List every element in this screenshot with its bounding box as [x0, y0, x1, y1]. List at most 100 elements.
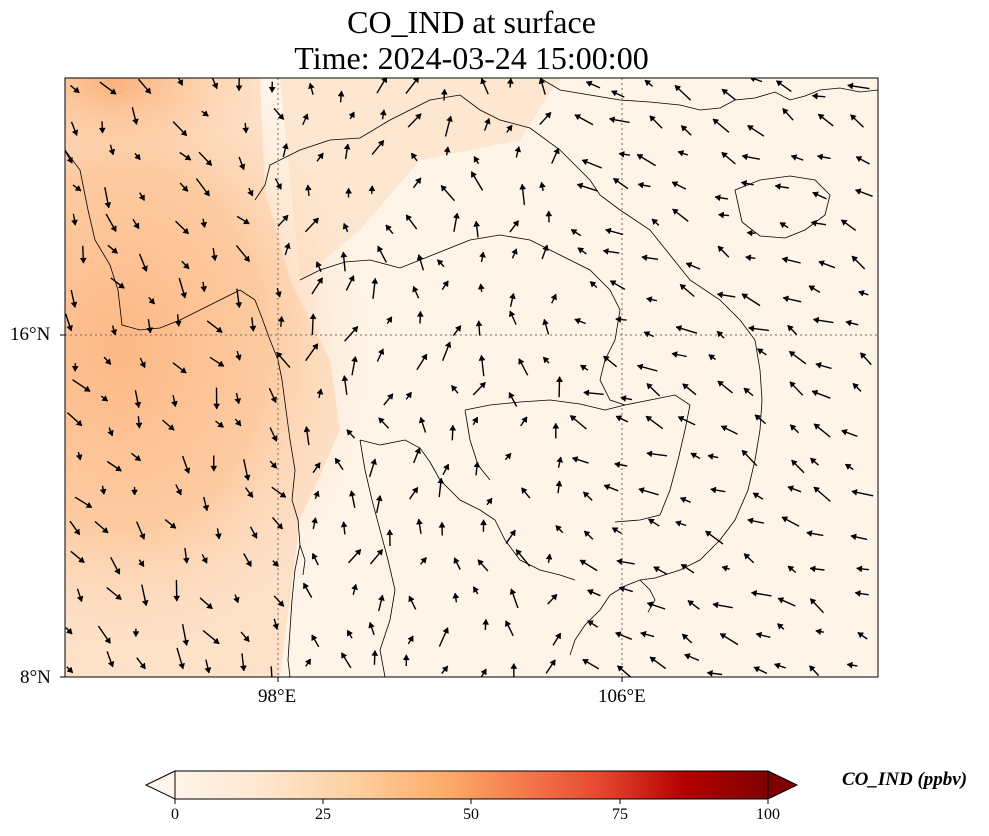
- lat-label-8N: 8°N: [20, 667, 51, 688]
- wind-arrow-head: [107, 660, 115, 668]
- wind-arrow-head: [616, 558, 623, 566]
- wind-arrow-head: [708, 354, 716, 361]
- wind-arrow-head: [672, 208, 679, 216]
- wind-arrow-head: [83, 385, 91, 392]
- wind-arrow-head: [132, 118, 139, 125]
- wind-arrow-head: [721, 152, 728, 159]
- wind-arrow-head: [555, 525, 562, 532]
- wind-arrow-head: [440, 185, 448, 192]
- wind-arrow-head: [816, 153, 824, 161]
- wind-arrow-head: [73, 86, 80, 94]
- wind-arrow-head: [205, 159, 213, 166]
- wind-arrow-head: [304, 184, 312, 191]
- wind-arrow-head: [741, 153, 748, 161]
- wind-arrow-head: [141, 265, 148, 272]
- wind-arrow-head: [506, 124, 513, 132]
- lon-label-106E: 106°E: [598, 686, 646, 707]
- co-plume-north: [280, 78, 560, 280]
- wind-arrow-head: [180, 292, 187, 299]
- wind-arrow-head: [348, 275, 355, 282]
- wind-arrow-head: [480, 519, 487, 526]
- wind-arrow-head: [847, 82, 854, 90]
- wind-arrow-head: [845, 463, 852, 471]
- wind-arrow-head: [774, 183, 781, 191]
- wind-arrow-head: [416, 254, 424, 261]
- wind-arrow-head: [679, 496, 687, 504]
- wind-arrow-head: [146, 327, 154, 334]
- wind-arrow-head: [741, 449, 749, 457]
- wind-arrow-head: [211, 82, 219, 90]
- wind-arrow-head: [556, 456, 564, 463]
- wind-arrow-head: [646, 601, 654, 608]
- wind-arrow-head: [407, 635, 414, 643]
- wind-arrow-head: [858, 290, 865, 297]
- wind-arrow-head: [247, 189, 254, 197]
- wind-arrow-head: [754, 414, 762, 421]
- wind-arrow-head: [583, 491, 590, 498]
- wind-arrow-head: [243, 474, 251, 481]
- wind-arrow-head: [66, 324, 73, 332]
- wind-arrow-head: [478, 354, 486, 361]
- wind-arrow-head: [370, 458, 377, 466]
- wind-arrow-head: [270, 396, 277, 404]
- wind-arrow-head: [371, 277, 379, 284]
- wind-arrow-head: [608, 116, 616, 124]
- wind-arrow-head: [841, 429, 848, 436]
- wind-arrow-head: [235, 302, 243, 309]
- wind-vector-arrows: [65, 78, 874, 677]
- wind-arrow-shaft: [270, 666, 273, 677]
- wind-arrow-head: [510, 663, 518, 669]
- colorbar-tick-100: 100: [756, 806, 780, 823]
- wind-arrow-head: [176, 79, 184, 86]
- wind-arrow-head: [521, 416, 528, 424]
- wind-arrow-head: [341, 652, 348, 659]
- wind-arrow-head: [452, 592, 460, 599]
- wind-arrow-head: [680, 564, 688, 571]
- wind-arrow-head: [70, 301, 78, 308]
- wind-arrow-head: [748, 325, 755, 332]
- wind-arrow-head: [134, 401, 142, 409]
- wind-arrow-head: [351, 326, 359, 333]
- wind-arrow-head: [817, 113, 825, 121]
- wind-arrow-head: [341, 375, 349, 382]
- wind-arrow-head: [473, 156, 480, 163]
- wind-arrow-head: [850, 114, 857, 121]
- wind-arrow-head: [717, 380, 725, 388]
- plot-title: CO_IND at surface: [347, 4, 596, 40]
- wind-arrow-head: [577, 247, 585, 254]
- wind-arrow-head: [75, 454, 83, 461]
- wind-arrow-head: [379, 109, 387, 116]
- wind-arrow-head: [79, 257, 87, 264]
- wind-arrow-head: [677, 416, 685, 423]
- wind-arrow-head: [271, 435, 278, 442]
- wind-arrow-head: [679, 284, 687, 291]
- wind-arrow-head: [707, 453, 714, 460]
- wind-arrow-head: [789, 381, 796, 388]
- wind-arrow-head: [653, 566, 660, 573]
- wind-arrow-head: [210, 254, 218, 262]
- wind-arrow-head: [268, 86, 276, 93]
- wind-arrow-head: [206, 602, 213, 610]
- colorbar-gradient: [175, 771, 768, 799]
- wind-arrow-head: [553, 147, 560, 155]
- wind-arrow-head: [815, 628, 822, 636]
- wind-arrow-head: [583, 389, 590, 397]
- wind-arrow-head: [743, 387, 751, 395]
- wind-arrow-head: [809, 598, 817, 605]
- wind-arrow-head: [774, 662, 781, 670]
- wind-arrow-head: [845, 319, 852, 327]
- wind-arrow-head: [813, 486, 821, 493]
- wind-arrow-head: [449, 424, 457, 431]
- wind-arrow-head: [746, 229, 753, 237]
- wind-arrow-head: [249, 325, 257, 332]
- wind-arrow-head: [454, 325, 462, 332]
- wind-arrow-head: [272, 560, 279, 567]
- wind-arrow-head: [174, 320, 182, 327]
- wind-arrow-head: [570, 229, 578, 236]
- wind-arrow-head: [479, 251, 486, 258]
- wind-arrow-head: [521, 487, 528, 494]
- wind-arrow-head: [272, 676, 276, 677]
- wind-arrow-head: [636, 154, 644, 161]
- wind-arrow-head: [183, 467, 191, 474]
- wind-arrow-head: [518, 358, 525, 365]
